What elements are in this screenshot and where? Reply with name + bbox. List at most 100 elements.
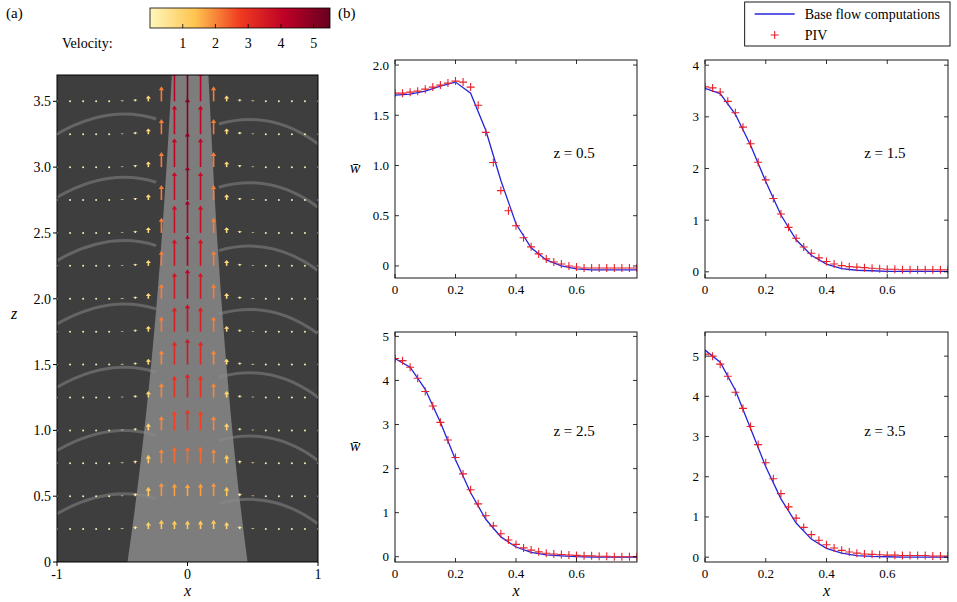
arrow-head	[237, 132, 242, 133]
profile-height-label: z = 0.5	[553, 145, 594, 161]
velocity-arrow	[250, 298, 255, 300]
arrow-head	[224, 391, 229, 394]
velocity-arrow	[133, 362, 138, 364]
y-tick	[395, 65, 399, 66]
arrow-shaft	[252, 429, 254, 431]
streak-image	[219, 309, 318, 334]
arrow-shaft	[174, 174, 176, 200]
velocity-arrow	[185, 75, 190, 101]
arrow-head	[120, 199, 125, 200]
y-tick-label: 5	[693, 349, 700, 364]
arrow-head	[198, 307, 203, 311]
piv-marker	[482, 128, 490, 136]
legend-label: PIV	[805, 28, 828, 43]
arrow-head	[211, 218, 216, 222]
velocity-arrow	[304, 462, 306, 464]
y-tick	[53, 364, 57, 365]
arrow-head	[172, 484, 177, 488]
velocity-arrow	[69, 265, 71, 267]
velocity-arrow	[250, 199, 255, 201]
streak-image	[57, 177, 156, 197]
arrow-shaft	[200, 140, 202, 167]
velocity-arrow	[265, 298, 267, 300]
arrow-shaft	[187, 100, 189, 134]
piv-marker	[792, 234, 800, 242]
velocity-arrow	[250, 363, 255, 365]
piv-marker	[868, 550, 876, 558]
arrow-shaft	[252, 133, 254, 135]
legend-swatch	[771, 31, 779, 39]
velocity-arrow	[108, 298, 110, 300]
piv-marker	[747, 140, 755, 148]
x-tick-top	[395, 60, 396, 64]
y-tick-label: 2.0	[373, 58, 389, 73]
velocity-arrow	[82, 429, 84, 431]
piv-marker	[406, 363, 414, 371]
velocity-arrow	[250, 100, 255, 102]
arrow-dot	[69, 265, 71, 267]
velocity-arrow	[304, 495, 306, 497]
y-tick-label: 2.0	[34, 292, 52, 307]
arrow-dot	[69, 495, 71, 497]
y-tick	[395, 115, 399, 116]
piv-marker	[399, 357, 407, 365]
velocity-arrow	[265, 462, 267, 464]
arrow-shaft	[121, 396, 123, 398]
arrow-dot	[291, 396, 293, 398]
arrow-shaft	[252, 363, 254, 365]
arrow-dot	[304, 199, 306, 201]
piv-marker	[429, 83, 437, 91]
piv-marker	[421, 85, 429, 93]
piv-marker	[705, 350, 709, 358]
streak-image	[57, 241, 156, 261]
velocity-arrow	[278, 166, 280, 168]
y-tick-right	[633, 468, 637, 469]
arrow-head	[211, 416, 216, 420]
velocity-arrow	[159, 416, 164, 430]
velocity-arrow	[250, 462, 255, 464]
legend-box	[745, 2, 950, 46]
arrow-head	[172, 376, 177, 380]
velocity-arrow	[198, 484, 203, 497]
arrow-dot	[108, 265, 110, 267]
x-tick-top	[516, 332, 517, 336]
velocity-arrow	[172, 447, 177, 464]
velocity-arrow	[224, 128, 229, 134]
velocity-arrow	[185, 166, 190, 200]
arrow-head	[211, 284, 216, 288]
arrow-shaft	[187, 203, 189, 233]
arrow-shaft	[121, 133, 123, 135]
velocity-arrow	[159, 350, 164, 364]
piv-marker	[762, 176, 770, 184]
arrow-head	[146, 194, 151, 197]
velocity-arrow	[120, 462, 125, 464]
streak-image	[219, 246, 318, 270]
arrow-shaft	[252, 462, 254, 464]
y-tick	[395, 512, 399, 513]
arrow-head	[185, 484, 190, 488]
colorbar-title: Velocity:	[62, 36, 113, 51]
piv-marker	[489, 522, 497, 530]
arrow-dot	[69, 396, 71, 398]
arrow-shaft	[252, 330, 254, 332]
y-tick-right	[633, 556, 637, 557]
x-tick	[455, 274, 456, 278]
arrow-dot	[278, 528, 280, 530]
piv-marker	[891, 551, 899, 559]
arrow-dot	[95, 199, 97, 201]
y-axis-title: w̄	[350, 159, 361, 176]
y-tick	[395, 165, 399, 166]
velocity-arrow	[198, 206, 203, 233]
y-tick	[53, 101, 57, 102]
arrow-dot	[265, 298, 267, 300]
y-tick-right	[633, 336, 637, 337]
piv-marker	[588, 264, 596, 272]
arrow-shaft	[252, 232, 254, 234]
piv-marker	[705, 83, 709, 91]
y-tick-right	[633, 265, 637, 266]
arrow-shaft	[252, 495, 254, 497]
colorbar-tick-label: 1	[179, 36, 186, 51]
panel-label: (b)	[338, 5, 356, 22]
arrow-dot	[69, 232, 71, 234]
velocity-arrow	[69, 429, 71, 431]
